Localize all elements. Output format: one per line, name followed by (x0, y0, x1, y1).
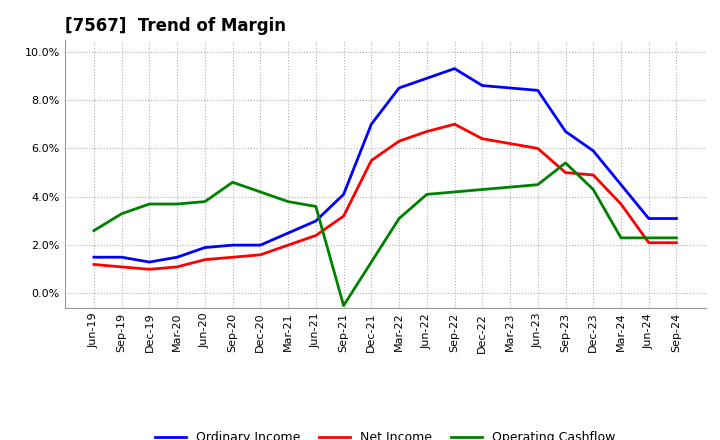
Ordinary Income (284, 231, 292, 236)
Ordinary Income (616, 182, 625, 187)
Ordinary Income (339, 192, 348, 197)
Ordinary Income (89, 255, 98, 260)
Net Income (117, 264, 126, 270)
Net Income (589, 172, 598, 178)
Operating Cashflow (505, 184, 514, 190)
Line: Net Income: Net Income (94, 124, 677, 269)
Operating Cashflow (256, 189, 265, 194)
Ordinary Income (145, 260, 154, 265)
Operating Cashflow (423, 192, 431, 197)
Net Income (89, 262, 98, 267)
Operating Cashflow (145, 202, 154, 207)
Net Income (450, 121, 459, 127)
Operating Cashflow (616, 235, 625, 241)
Net Income (228, 255, 237, 260)
Net Income (395, 139, 403, 144)
Operating Cashflow (450, 189, 459, 194)
Net Income (644, 240, 653, 246)
Operating Cashflow (312, 204, 320, 209)
Operating Cashflow (339, 303, 348, 308)
Operating Cashflow (367, 260, 376, 265)
Net Income (256, 252, 265, 257)
Operating Cashflow (561, 160, 570, 165)
Ordinary Income (450, 66, 459, 71)
Net Income (478, 136, 487, 141)
Net Income (505, 141, 514, 146)
Ordinary Income (173, 255, 181, 260)
Operating Cashflow (173, 202, 181, 207)
Operating Cashflow (89, 228, 98, 233)
Ordinary Income (534, 88, 542, 93)
Net Income (173, 264, 181, 270)
Ordinary Income (589, 148, 598, 154)
Operating Cashflow (672, 235, 681, 241)
Line: Operating Cashflow: Operating Cashflow (94, 163, 677, 306)
Ordinary Income (228, 242, 237, 248)
Operating Cashflow (284, 199, 292, 204)
Operating Cashflow (589, 187, 598, 192)
Net Income (284, 242, 292, 248)
Operating Cashflow (534, 182, 542, 187)
Net Income (616, 202, 625, 207)
Operating Cashflow (117, 211, 126, 216)
Operating Cashflow (228, 180, 237, 185)
Net Income (561, 170, 570, 175)
Net Income (339, 213, 348, 219)
Net Income (367, 158, 376, 163)
Ordinary Income (312, 218, 320, 224)
Ordinary Income (367, 121, 376, 127)
Ordinary Income (672, 216, 681, 221)
Ordinary Income (395, 85, 403, 91)
Legend: Ordinary Income, Net Income, Operating Cashflow: Ordinary Income, Net Income, Operating C… (150, 426, 621, 440)
Net Income (312, 233, 320, 238)
Net Income (423, 129, 431, 134)
Ordinary Income (423, 76, 431, 81)
Ordinary Income (505, 85, 514, 91)
Ordinary Income (117, 255, 126, 260)
Net Income (672, 240, 681, 246)
Ordinary Income (644, 216, 653, 221)
Ordinary Income (561, 129, 570, 134)
Ordinary Income (478, 83, 487, 88)
Text: [7567]  Trend of Margin: [7567] Trend of Margin (65, 17, 286, 35)
Operating Cashflow (201, 199, 210, 204)
Operating Cashflow (395, 216, 403, 221)
Net Income (145, 267, 154, 272)
Net Income (534, 146, 542, 151)
Net Income (201, 257, 210, 262)
Line: Ordinary Income: Ordinary Income (94, 69, 677, 262)
Operating Cashflow (478, 187, 487, 192)
Ordinary Income (256, 242, 265, 248)
Operating Cashflow (644, 235, 653, 241)
Ordinary Income (201, 245, 210, 250)
